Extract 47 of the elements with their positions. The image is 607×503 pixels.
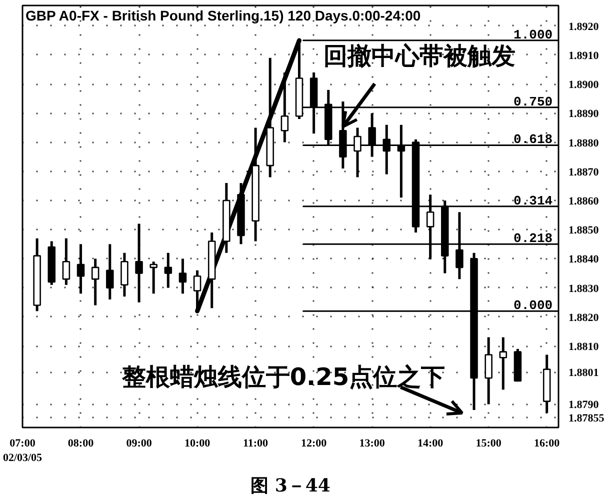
candlestick <box>76 242 85 295</box>
candlestick <box>499 336 508 391</box>
y-tick-label: 1.8840 <box>568 254 600 266</box>
y-tick-label: 1.8820 <box>568 312 600 324</box>
y-tick-label: 1.8801 <box>568 367 599 380</box>
series-label: 1.000 <box>514 27 553 42</box>
candlestick <box>135 222 143 304</box>
x-tick-label: 13:00 <box>359 438 386 450</box>
candlestick <box>484 336 492 406</box>
x-tick-label: 12:00 <box>300 438 328 450</box>
series-label: 0.618 <box>514 132 553 148</box>
series-label: 0.750 <box>514 94 553 110</box>
y-tick-label: 1.8810 <box>568 341 600 354</box>
x-tick-label: 07:00 02/03/05 <box>2 438 43 464</box>
annotation: 整根蜡烛线位于0.25点位之下 <box>120 363 446 392</box>
candlestick <box>280 71 289 144</box>
series-label: 0.218 <box>514 231 553 246</box>
y-tick-label: 1.8910 <box>568 50 600 62</box>
y-tick-label: 1.8890 <box>568 108 600 120</box>
series-label: 0.314 <box>514 193 553 208</box>
x-tick-label: 15:00 <box>476 438 502 450</box>
candlestick <box>164 252 172 290</box>
candlestick <box>62 237 70 286</box>
x-tick-label: 11:00 <box>243 438 269 450</box>
x-tick-label: 16:00 <box>534 438 560 450</box>
x-tick-label: 14:00 <box>417 438 444 450</box>
series-label: 0.000 <box>514 298 553 314</box>
candlestick <box>178 257 187 295</box>
y-tick-label: 1.8850 <box>568 224 600 237</box>
candlestick <box>91 257 100 307</box>
x-tick-label: 10:00 <box>184 438 211 450</box>
y-tick-label: 1.8900 <box>568 79 600 92</box>
candlestick <box>106 242 114 301</box>
y-tick-label: 1.8920 <box>568 20 600 33</box>
y-tick-label: 1.8830 <box>568 282 600 295</box>
y-tick-label: 1.8790 <box>568 399 600 412</box>
x-tick-label: 08:00 <box>68 438 94 450</box>
y-tick-label: 1.87855 <box>568 412 605 424</box>
candlestick <box>120 252 128 298</box>
y-tick-label: 1.8860 <box>568 195 600 208</box>
chart-title: GBP A0-FX - British Pound Sterling.15) 120 Days.0:00-24:00 <box>25 7 421 24</box>
annotation: 回撤中心带被触发 <box>323 42 516 70</box>
y-tick-label: 1.8880 <box>568 137 600 150</box>
x-tick-label: 09:00 <box>126 438 152 450</box>
caption: 图 3－44 <box>250 476 330 496</box>
y-tick-label: 1.8870 <box>568 166 600 178</box>
candlestick <box>150 260 158 295</box>
